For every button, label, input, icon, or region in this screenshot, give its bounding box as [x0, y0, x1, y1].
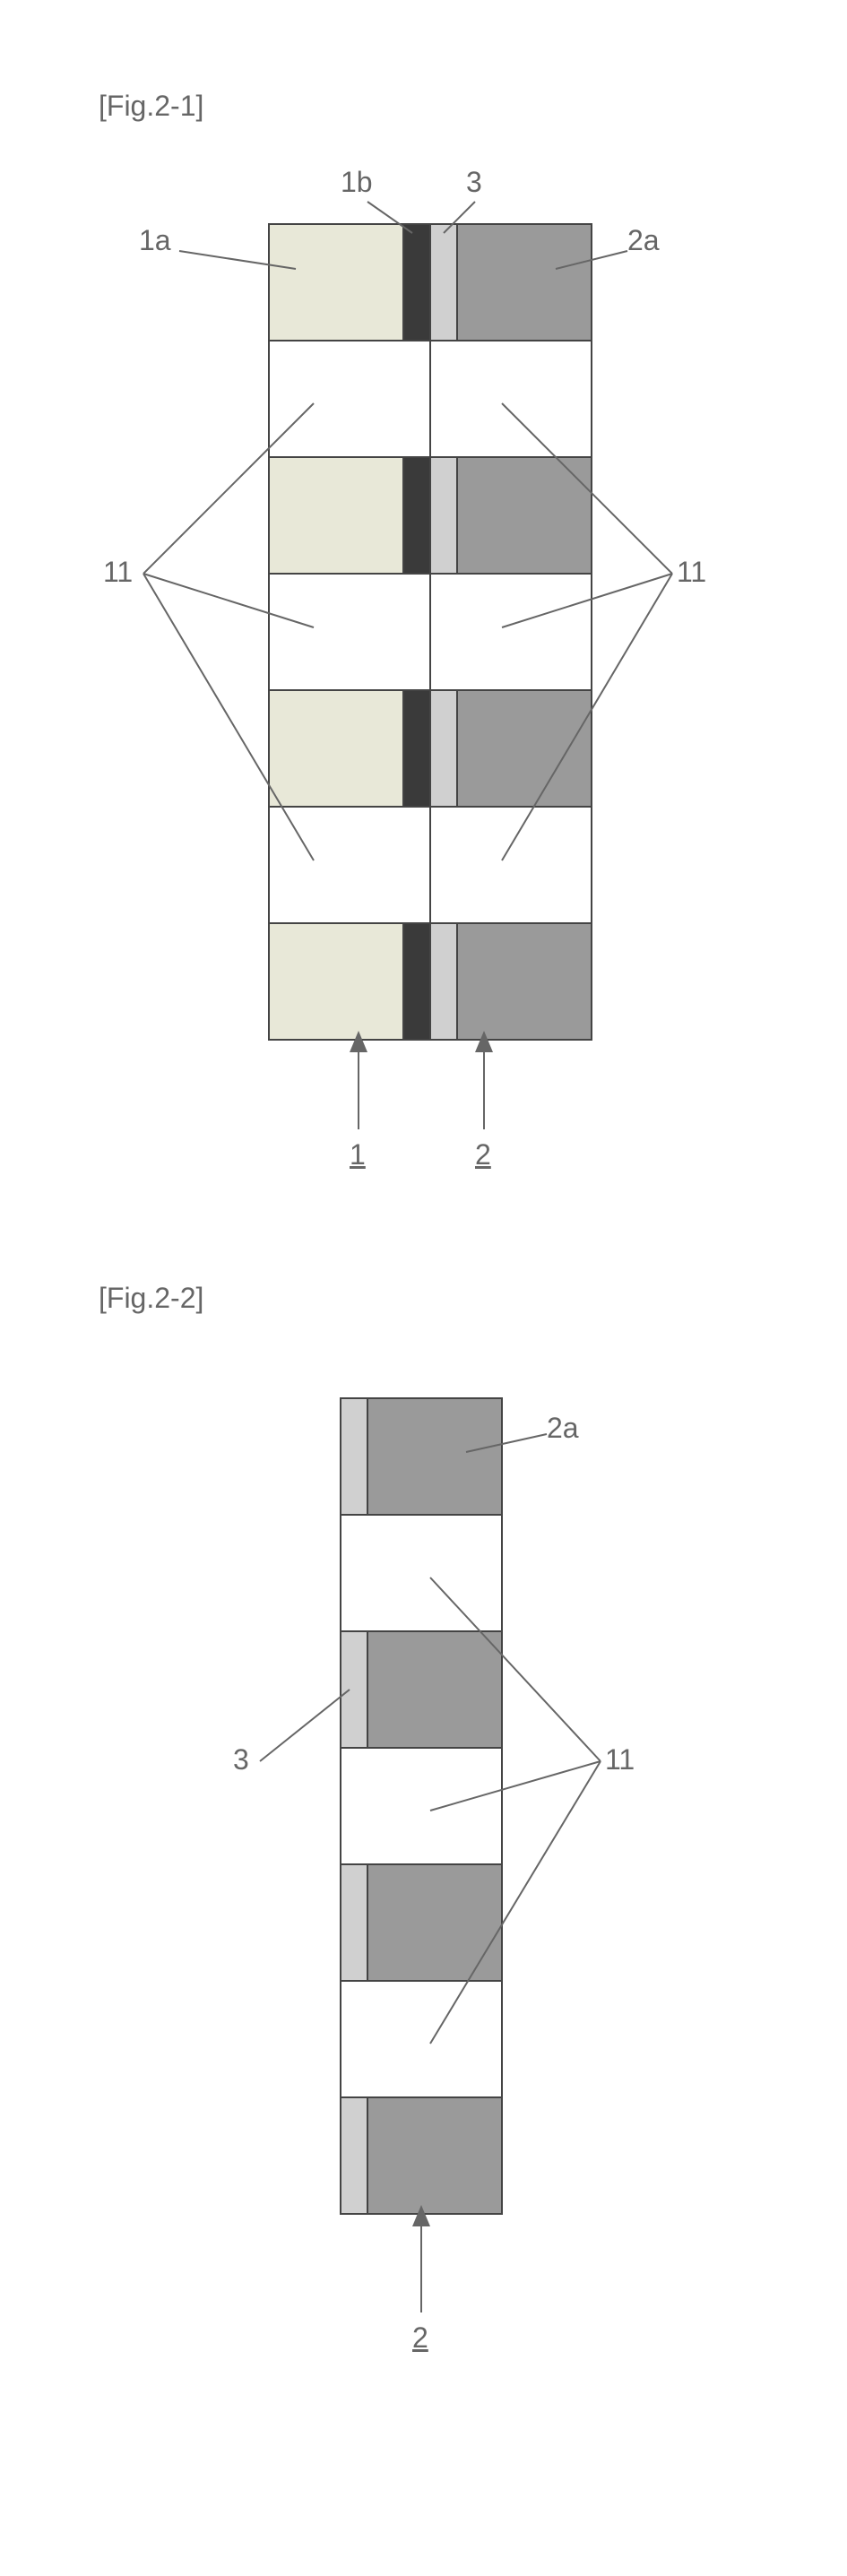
label-1a: 1a	[139, 224, 171, 257]
fig-2-1-stack	[269, 224, 592, 1040]
label-bottom-2-fig1: 2	[475, 1138, 491, 1171]
label-2a-fig1: 2a	[627, 224, 660, 257]
label-11-left: 11	[103, 556, 133, 589]
label-3-fig1: 3	[466, 166, 482, 199]
label-1b: 1b	[341, 166, 373, 199]
label-11-right-fig1: 11	[677, 556, 706, 589]
label-11-right-fig2: 11	[605, 1743, 635, 1776]
label-bottom-2-fig2: 2	[412, 2321, 428, 2355]
label-2a-fig2: 2a	[547, 1412, 579, 1445]
page: [Fig.2-1] [Fig.2-2]	[0, 0, 847, 2576]
label-3-fig2: 3	[233, 1743, 249, 1776]
fig-2-2-stack	[341, 1398, 502, 2214]
label-bottom-1: 1	[350, 1138, 366, 1171]
diagrams-svg	[0, 0, 847, 2576]
